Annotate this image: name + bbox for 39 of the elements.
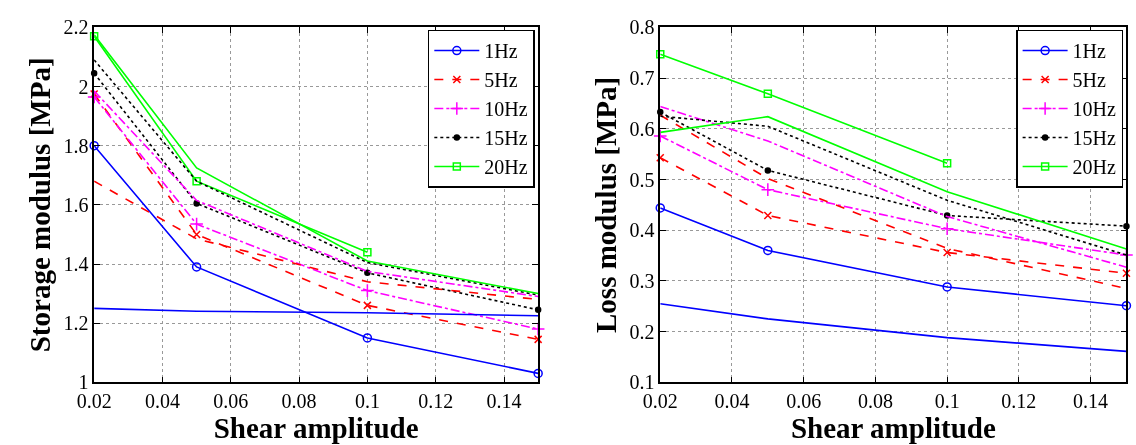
x-tick-label: 0.1 xyxy=(934,390,960,413)
x-tick-label: 0.06 xyxy=(213,390,249,413)
y-tick-label: 0.6 xyxy=(629,117,655,140)
y-tick-label: 2.2 xyxy=(63,16,89,39)
y-tick-label: 0.3 xyxy=(629,269,655,292)
y-tick-label: 0.5 xyxy=(629,168,655,191)
y-tick-label: 1.2 xyxy=(63,312,89,335)
y-axis-title: Storage modulus [MPa] xyxy=(24,57,57,353)
legend-label: 5Hz xyxy=(484,69,518,92)
x-axis-title: Shear amplitude xyxy=(790,412,996,445)
x-tick-label: 0.12 xyxy=(1001,390,1037,413)
y-tick-label: 2 xyxy=(78,75,89,98)
legend-label: 15Hz xyxy=(484,127,528,150)
y-tick-label: 0.2 xyxy=(629,320,655,343)
legend-label: 1Hz xyxy=(484,40,518,63)
legend-label: 20Hz xyxy=(484,156,528,179)
x-tick-label: 0.04 xyxy=(144,390,180,413)
y-axis-title: Loss modulus [MPa] xyxy=(590,76,623,333)
x-tick-label: 0.1 xyxy=(354,390,380,413)
x-tick-label: 0.04 xyxy=(714,390,750,413)
legend-label: 20Hz xyxy=(1072,156,1117,179)
legend-label: 10Hz xyxy=(484,98,528,121)
y-tick-label: 0.4 xyxy=(629,219,655,242)
legend-label: 5Hz xyxy=(1072,69,1107,92)
x-tick-label: 0.08 xyxy=(281,390,317,413)
x-tick-label: 0.14 xyxy=(486,390,522,413)
legend-label: 1Hz xyxy=(1072,40,1107,63)
y-tick-label: 1.8 xyxy=(63,134,89,157)
legend-label: 10Hz xyxy=(1072,98,1117,121)
y-tick-label: 0.8 xyxy=(629,16,655,39)
legend-label: 15Hz xyxy=(1072,127,1117,150)
x-tick-label: 0.12 xyxy=(418,390,454,413)
x-tick-label: 0.14 xyxy=(1073,390,1109,413)
x-tick-label: 0.08 xyxy=(857,390,893,413)
y-tick-label: 1.4 xyxy=(63,253,89,275)
y-tick-label: 1.6 xyxy=(63,193,89,216)
x-axis-title: Shear amplitude xyxy=(213,412,419,445)
y-tick-label: 0.7 xyxy=(629,67,655,90)
x-tick-label: 0.06 xyxy=(786,390,822,413)
